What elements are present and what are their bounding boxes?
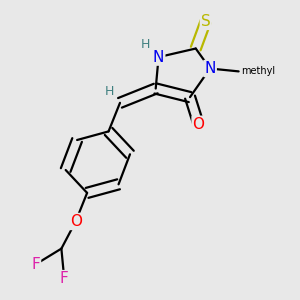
Text: H: H — [105, 85, 114, 98]
Text: methyl: methyl — [241, 66, 275, 76]
Text: F: F — [31, 257, 40, 272]
Text: H: H — [141, 38, 151, 51]
Text: N: N — [204, 61, 216, 76]
Text: O: O — [193, 117, 205, 132]
Text: F: F — [60, 271, 69, 286]
Text: S: S — [201, 14, 211, 29]
Text: N: N — [153, 50, 164, 64]
Text: O: O — [70, 214, 82, 229]
